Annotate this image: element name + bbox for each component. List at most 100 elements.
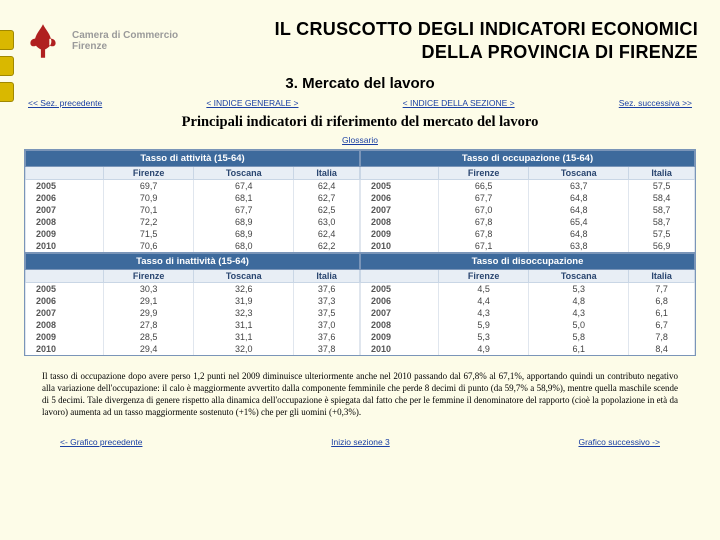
year-cell: 2005 [361,283,439,296]
data-cell: 6,1 [629,307,695,319]
table-inattivita: Tasso di inattività (15-64) FirenzeTosca… [25,253,360,355]
section-start-link[interactable]: Inizio sezione 3 [331,437,390,447]
table-title: Tasso di disoccupazione [361,254,695,270]
data-cell: 4,9 [439,343,529,355]
subtitle: 3. Mercato del lavoro [0,75,720,92]
year-cell: 2007 [361,307,439,319]
data-cell: 70,1 [104,204,194,216]
data-cell: 32,3 [194,307,294,319]
year-cell: 2007 [26,307,104,319]
indice-sezione-link[interactable]: < INDICE DELLA SEZIONE > [403,98,515,108]
table-row: 20104,96,18,4 [361,343,695,355]
data-cell: 4,3 [529,307,629,319]
logo: Camera di Commercio Firenze [22,20,257,62]
data-cell: 37,8 [294,343,360,355]
data-cell: 31,9 [194,295,294,307]
col-header: Firenze [439,167,529,180]
table-row: 20074,34,36,1 [361,307,695,319]
next-chart-link[interactable]: Grafico successivo -> [578,437,660,447]
table-row: 200530,332,637,6 [26,283,360,296]
data-cell: 7,8 [629,331,695,343]
data-cell: 32,6 [194,283,294,296]
next-section-link[interactable]: Sez. successiva >> [619,98,692,108]
year-cell: 2006 [26,295,104,307]
data-cell: 67,8 [439,228,529,240]
table-row: 200770,167,762,5 [26,204,360,216]
data-cell: 58,7 [629,204,695,216]
col-header: Italia [294,270,360,283]
data-cell: 62,7 [294,192,360,204]
table-disoccupazione: Tasso di disoccupazione FirenzeToscanaIt… [360,253,695,355]
col-header: Toscana [194,167,294,180]
year-cell: 2008 [26,216,104,228]
year-cell: 2009 [26,228,104,240]
data-cell: 63,8 [529,240,629,252]
table-row: 200928,531,137,6 [26,331,360,343]
table-row: 20054,55,37,7 [361,283,695,296]
data-cell: 68,1 [194,192,294,204]
table-row: 200867,865,458,7 [361,216,695,228]
data-cell: 37,6 [294,331,360,343]
table-row: 200967,864,857,5 [361,228,695,240]
data-cell: 62,4 [294,228,360,240]
data-cell: 6,1 [529,343,629,355]
footer-links: <- Grafico precedente Inizio sezione 3 G… [0,429,720,447]
table-row: 200566,563,757,5 [361,180,695,193]
florence-lily-icon [22,20,64,62]
tables: Tasso di attività (15-64) FirenzeToscana… [0,149,720,356]
tab-marker [0,30,14,50]
year-cell: 2010 [26,343,104,355]
data-cell: 28,5 [104,331,194,343]
data-cell: 62,2 [294,240,360,252]
table-row: 200569,767,462,4 [26,180,360,193]
year-cell: 2010 [26,240,104,252]
data-cell: 4,5 [439,283,529,296]
nav-links: << Sez. precedente < INDICE GENERALE > <… [0,96,720,110]
year-cell: 2006 [26,192,104,204]
col-header: Firenze [439,270,529,283]
col-header: Toscana [194,270,294,283]
data-cell: 5,3 [439,331,529,343]
data-cell: 4,8 [529,295,629,307]
data-cell: 4,3 [439,307,529,319]
prev-chart-link[interactable]: <- Grafico precedente [60,437,142,447]
table-row: 200767,064,858,7 [361,204,695,216]
data-cell: 69,7 [104,180,194,193]
data-cell: 68,9 [194,216,294,228]
data-cell: 67,1 [439,240,529,252]
data-cell: 27,8 [104,319,194,331]
col-header: Italia [629,270,695,283]
data-cell: 29,9 [104,307,194,319]
data-cell: 64,8 [529,228,629,240]
data-cell: 32,0 [194,343,294,355]
year-cell: 2008 [361,216,439,228]
table-row: 200629,131,937,3 [26,295,360,307]
table-row: 200667,764,858,4 [361,192,695,204]
data-cell: 56,9 [629,240,695,252]
table-row: 201070,668,062,2 [26,240,360,252]
data-cell: 70,9 [104,192,194,204]
data-cell: 63,0 [294,216,360,228]
glossario-link[interactable]: Glossario [342,135,378,145]
data-cell: 70,6 [104,240,194,252]
data-cell: 4,4 [439,295,529,307]
side-tabs [0,30,16,108]
data-cell: 71,5 [104,228,194,240]
data-cell: 31,1 [194,331,294,343]
data-cell: 64,8 [529,192,629,204]
year-cell: 2009 [361,228,439,240]
table-title: Tasso di inattività (15-64) [26,254,360,270]
year-cell: 2008 [361,319,439,331]
prev-section-link[interactable]: << Sez. precedente [28,98,102,108]
col-header: Firenze [104,167,194,180]
year-cell: 2010 [361,240,439,252]
data-cell: 68,9 [194,228,294,240]
indice-generale-link[interactable]: < INDICE GENERALE > [206,98,298,108]
year-cell: 2006 [361,295,439,307]
data-cell: 31,1 [194,319,294,331]
table-title: Tasso di occupazione (15-64) [361,151,695,167]
year-cell: 2008 [26,319,104,331]
data-cell: 37,6 [294,283,360,296]
table-pair-bottom: Tasso di inattività (15-64) Firenze Tosca… [24,253,696,356]
year-cell: 2007 [26,204,104,216]
